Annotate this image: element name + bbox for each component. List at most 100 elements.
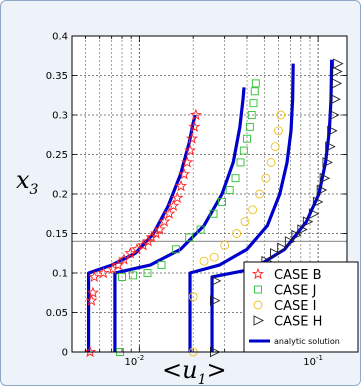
y-tick-label: 0 [62, 348, 68, 359]
case-h-point [332, 66, 343, 77]
case-i-point [209, 252, 219, 262]
case-b-point [158, 215, 171, 227]
case-i-point [188, 292, 198, 302]
case-j-point [245, 122, 254, 131]
case-h-point [277, 242, 288, 253]
case-h-point [331, 78, 343, 89]
y-tick-label: 0.35 [46, 71, 68, 82]
case-h-point [316, 184, 328, 196]
case-h-point [325, 141, 336, 152]
legend-marker [252, 267, 264, 280]
case-b-point [137, 239, 150, 251]
case-h-point [319, 172, 331, 184]
case-b-point [106, 262, 119, 275]
y-axis-label: x3 [16, 166, 39, 198]
case-b-point [153, 223, 166, 235]
legend-marker [253, 300, 263, 310]
case-j-point [236, 158, 245, 167]
case-i-point [276, 110, 286, 120]
legend-label: CASE I [274, 299, 316, 314]
legend-box [243, 261, 359, 353]
case-j-point [196, 225, 205, 234]
case-b-point [184, 144, 196, 156]
case-j-point [247, 111, 256, 119]
case-i-point [248, 205, 258, 215]
case-i-point [255, 189, 264, 199]
case-j-point [239, 146, 248, 155]
case-h-point [297, 224, 308, 235]
case-j-point [243, 134, 251, 143]
case-i-point [199, 256, 209, 266]
legend-marker [253, 315, 265, 326]
case-b-point [189, 108, 202, 121]
case-i-point [220, 240, 230, 250]
case-h-point [284, 236, 296, 247]
case-b-point [124, 246, 137, 259]
case-h-point [270, 248, 281, 259]
case-h-point [209, 295, 221, 306]
case-b-point [171, 191, 184, 204]
legend-marker [254, 285, 262, 294]
case-b-point [163, 207, 176, 219]
case-j-point [128, 271, 137, 280]
y-tick-label: 0.4 [52, 32, 68, 43]
x-tick-label: 10-2 [124, 354, 144, 368]
case-h-point [327, 125, 338, 137]
case-j-point [143, 269, 152, 277]
case-h-point [322, 157, 333, 168]
case-i-point [274, 126, 283, 136]
case-i-point [261, 173, 271, 183]
case-i-point [240, 217, 250, 227]
case-b-point [167, 199, 180, 211]
case-b-point [117, 253, 130, 265]
case-h-point [302, 216, 314, 227]
legend-label: CASE B [274, 268, 322, 283]
case-h-point [312, 196, 324, 208]
y-tick-label: 0.05 [46, 308, 68, 319]
y-tick-label: 0.1 [52, 269, 68, 280]
case-b-point [86, 286, 99, 298]
case-h-point [291, 229, 302, 241]
case-j-point [209, 209, 218, 218]
case-b-point [97, 266, 110, 279]
case-b-point [175, 179, 187, 192]
analytic-solution-curve [188, 63, 295, 352]
legend-label: CASE H [274, 315, 322, 330]
y-tick-label: 0.15 [46, 229, 68, 240]
y-tick-label: 0.25 [46, 150, 68, 161]
case-j-point [157, 261, 166, 270]
legend-label: CASE J [274, 284, 316, 299]
legend-label: analytic solution [274, 337, 340, 346]
case-j-point [218, 197, 226, 206]
case-j-point [249, 99, 258, 108]
case-h-point [308, 208, 320, 219]
case-b-point [181, 156, 194, 168]
y-tick-label: 0.2 [52, 190, 68, 201]
case-j-point [251, 79, 260, 88]
case-i-point [232, 229, 242, 238]
case-b-point [85, 294, 98, 306]
data-markers [84, 58, 344, 358]
case-h-point [329, 109, 340, 121]
case-h-point [333, 58, 344, 69]
case-i-point [270, 142, 280, 152]
case-j-point [185, 233, 194, 242]
x-tick-label: 10-1 [303, 354, 323, 368]
case-b-point [88, 270, 101, 283]
case-j-point [250, 87, 259, 96]
case-h-point [330, 93, 341, 105]
case-b-point [186, 132, 198, 144]
x-axis-label: <u1> [162, 356, 227, 386]
case-j-point [118, 273, 126, 281]
case-b-point [188, 120, 201, 132]
y-tick-label: 0.3 [52, 111, 68, 122]
case-j-point [231, 174, 240, 183]
case-b-point [84, 345, 97, 358]
case-j-point [225, 186, 234, 195]
case-j-point [171, 245, 180, 254]
tick-layer: 0 0.05 0.1 0.15 0.2 0.25 0.3 0.35 0.4 10-2 10-1 [46, 32, 347, 368]
analytic-solution-curve [210, 59, 334, 352]
case-i-point [266, 157, 276, 167]
